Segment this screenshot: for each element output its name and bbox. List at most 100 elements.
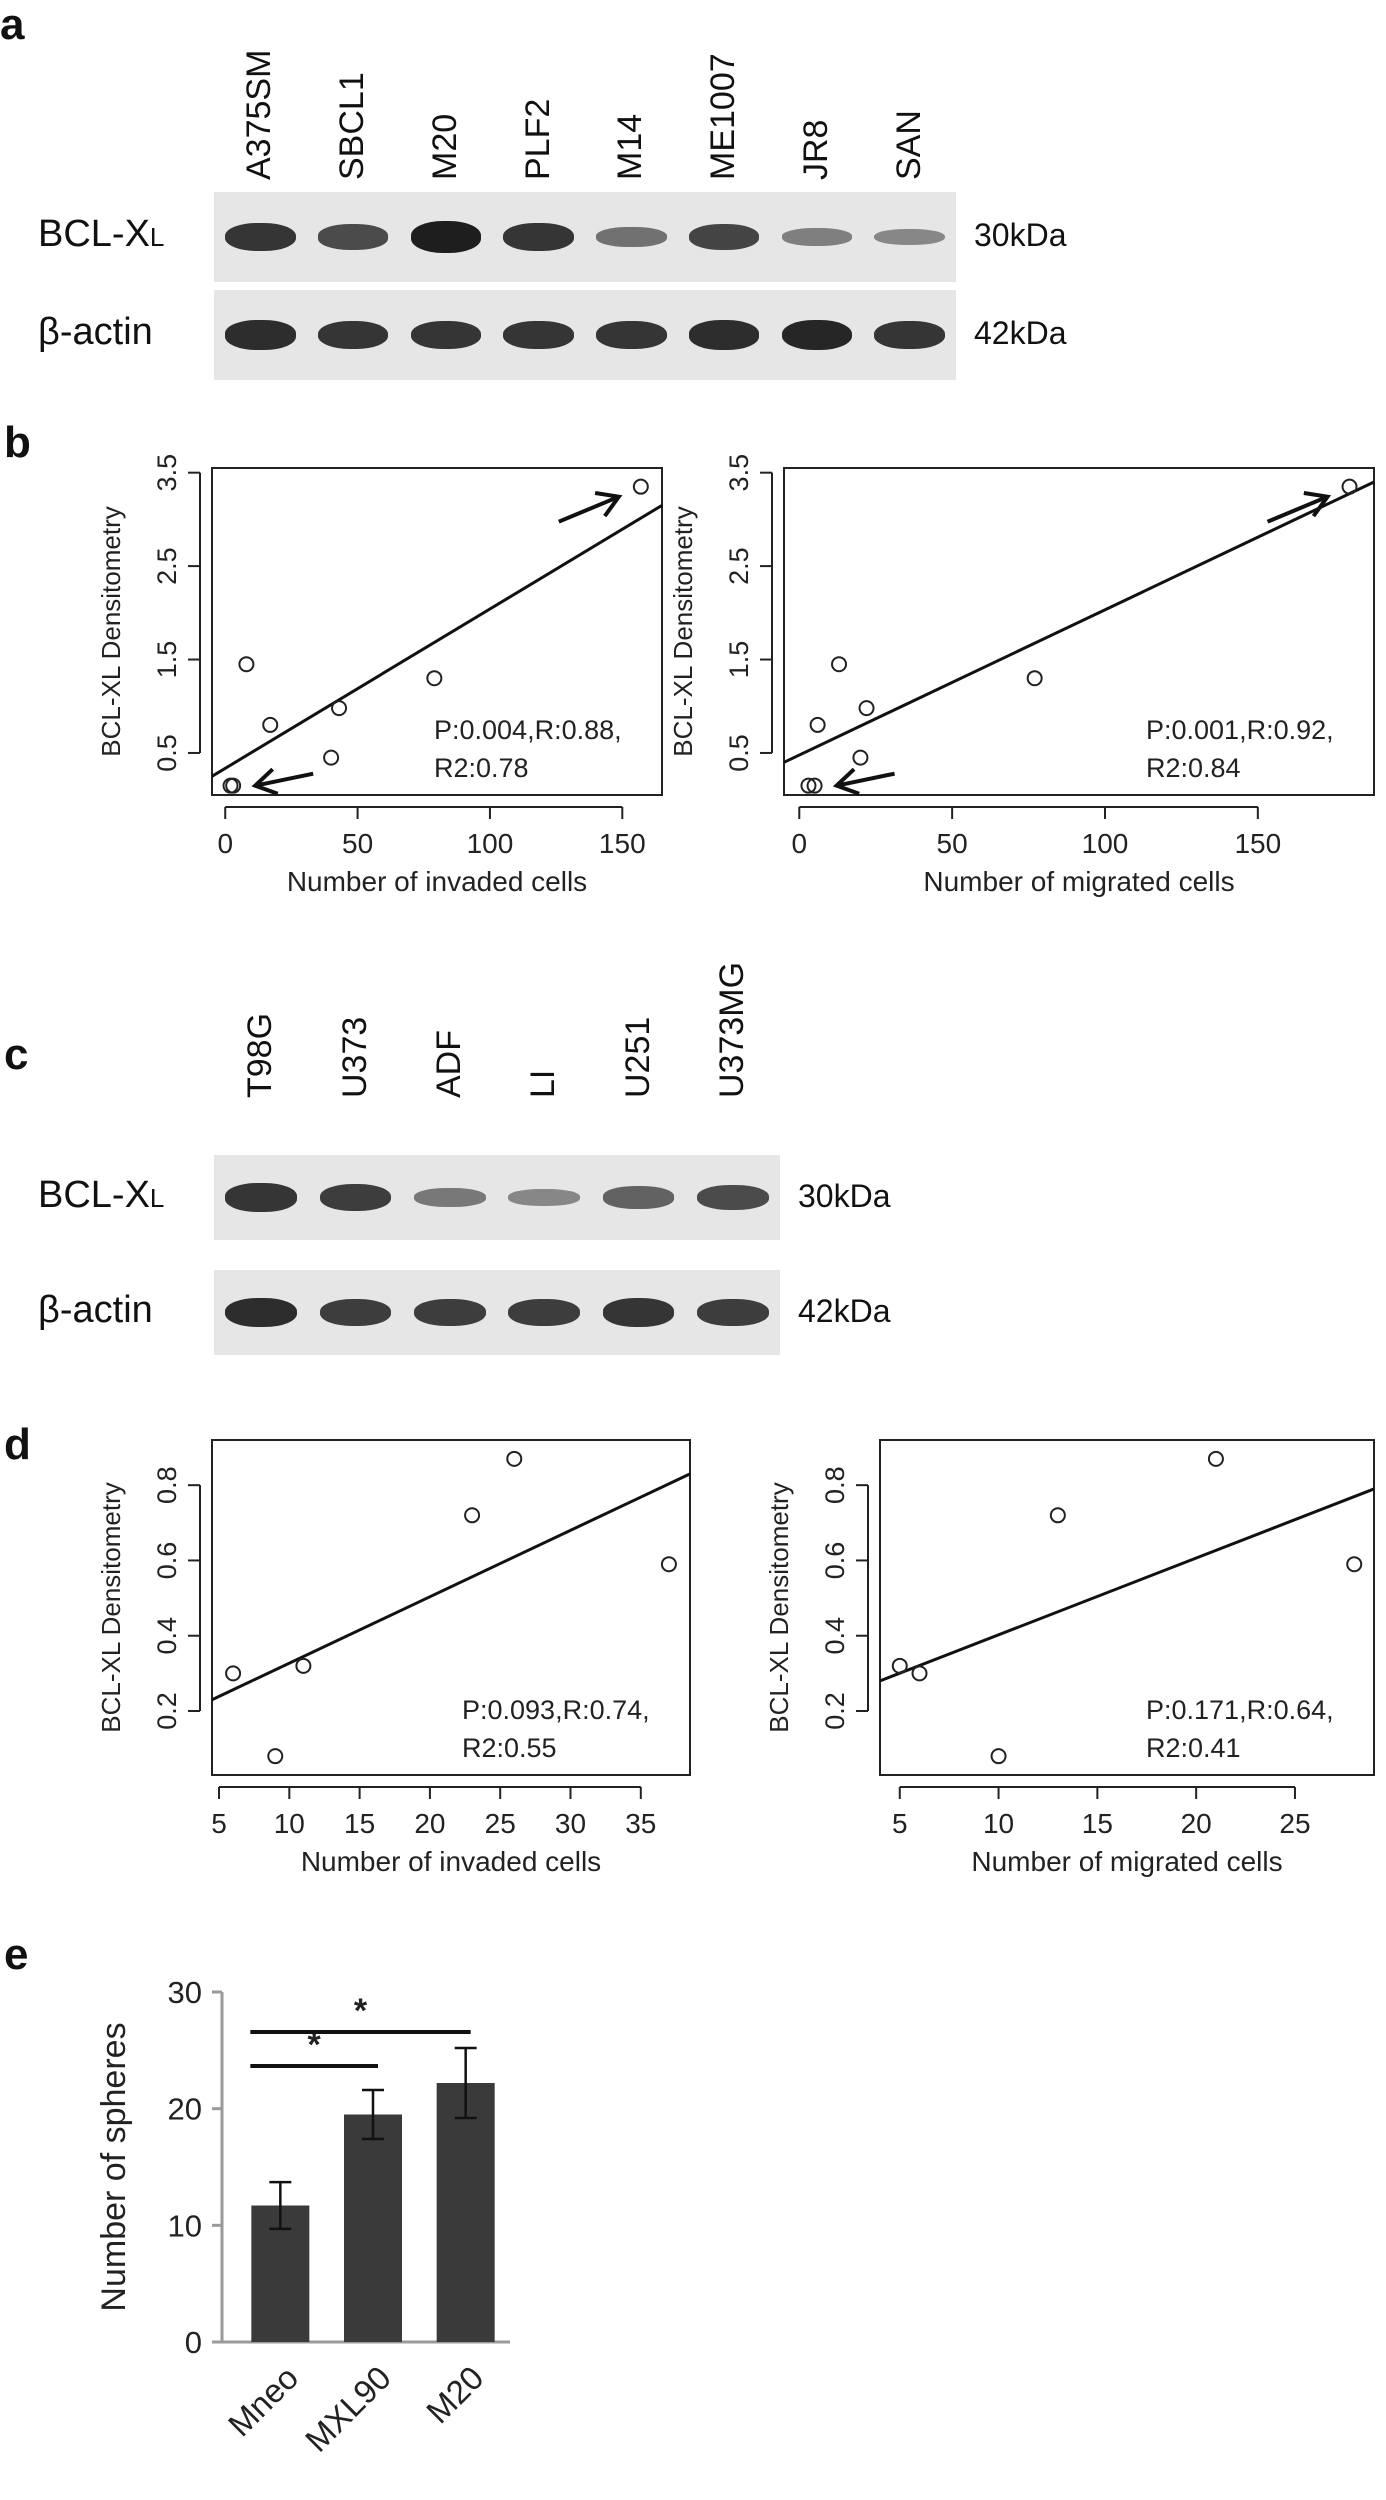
band xyxy=(781,319,853,351)
data-point xyxy=(660,1556,677,1573)
plot-frame xyxy=(211,467,663,796)
y-axis-label: BCL-XL Densitometry xyxy=(764,1482,794,1732)
y-tick-label: 1.5 xyxy=(724,641,754,679)
blot-strip-row-1 xyxy=(214,1270,780,1355)
row-label: BCL-XL xyxy=(38,1174,164,1217)
data-point xyxy=(990,1748,1007,1765)
band xyxy=(413,1188,486,1207)
panel-letter-b: b xyxy=(4,418,31,467)
regression-line xyxy=(879,1487,1375,1683)
stats-annotation: P:0.004,R:0.88, xyxy=(434,715,622,745)
data-point xyxy=(911,1665,928,1682)
kda-label: 42kDa xyxy=(798,1292,891,1329)
data-point xyxy=(1049,1507,1066,1524)
data-point xyxy=(331,700,348,717)
band xyxy=(508,1189,580,1206)
data-point xyxy=(852,749,869,766)
panel-letter-c: c xyxy=(4,1030,29,1079)
row-label-sub: L xyxy=(149,222,165,252)
band xyxy=(503,320,574,350)
data-point xyxy=(267,1748,284,1765)
y-tick-label: 10 xyxy=(168,2208,202,2243)
arrow-head xyxy=(251,767,279,796)
y-tick-label: 0.4 xyxy=(152,1617,182,1655)
stats-annotation: P:0.001,R:0.92, xyxy=(1146,715,1334,745)
regression-line xyxy=(783,480,1375,764)
band xyxy=(696,1298,769,1327)
plot-frame xyxy=(879,1439,1375,1776)
data-point xyxy=(1341,478,1358,495)
y-tick-label: 0.8 xyxy=(152,1466,182,1504)
y-axis-label: BCL-XL Densitometry xyxy=(668,506,698,756)
band xyxy=(319,1183,392,1212)
panel-letter-d: d xyxy=(4,1420,31,1469)
kda-label: 42kDa xyxy=(974,315,1067,351)
band xyxy=(225,222,296,252)
data-point xyxy=(464,1507,481,1524)
data-point xyxy=(323,749,340,766)
x-axis-label: Number of invaded cells xyxy=(301,1846,601,1877)
band xyxy=(317,320,389,350)
arrow-shaft xyxy=(558,494,620,524)
data-point xyxy=(295,1657,312,1674)
y-tick-label: 0.2 xyxy=(152,1692,182,1730)
row-label-sub: L xyxy=(149,1182,165,1213)
y-tick-label: 0.5 xyxy=(152,734,182,772)
band xyxy=(319,1298,392,1327)
band xyxy=(413,1298,486,1327)
y-tick-label: 0 xyxy=(185,2325,202,2360)
data-point xyxy=(225,1665,242,1682)
band xyxy=(225,320,296,350)
bar-m20 xyxy=(436,2083,495,2342)
band xyxy=(317,224,389,250)
y-axis-label: Number of spheres xyxy=(95,2022,133,2311)
x-tick-label: 5 xyxy=(211,1808,227,1839)
band xyxy=(602,1186,675,1209)
bar-mxl90 xyxy=(344,2114,402,2342)
x-tick-label: 30 xyxy=(555,1808,586,1839)
blot-strip-row-0 xyxy=(214,1155,780,1240)
band xyxy=(410,221,482,253)
plot-frame xyxy=(211,1439,691,1776)
data-point xyxy=(891,1657,908,1674)
row-label: β-actin xyxy=(38,311,153,354)
panel-letter-a: a xyxy=(0,0,25,49)
data-point xyxy=(225,777,242,794)
data-point xyxy=(831,656,848,673)
stats-annotation: R2:0.84 xyxy=(1146,753,1241,783)
y-tick-label: 0.5 xyxy=(724,734,754,772)
band xyxy=(874,228,945,246)
y-tick-label: 20 xyxy=(168,2092,202,2127)
x-axis-label: Number of invaded cells xyxy=(287,866,587,897)
regression-line xyxy=(211,504,663,778)
x-axis-label: Number of migrated cells xyxy=(923,866,1234,897)
row-label-main: β-actin xyxy=(38,1288,153,1331)
arrow-head xyxy=(594,490,623,518)
stats-annotation: R2:0.55 xyxy=(462,1733,557,1763)
data-point xyxy=(1346,1556,1363,1573)
category-label: Mneo xyxy=(221,2359,306,2444)
x-tick-label: 50 xyxy=(937,828,968,859)
y-tick-label: 0.6 xyxy=(820,1542,850,1580)
arrow-head xyxy=(1303,490,1332,518)
stats-annotation: P:0.093,R:0.74, xyxy=(462,1695,650,1725)
band xyxy=(874,320,945,350)
y-tick-label: 0.8 xyxy=(820,1466,850,1504)
x-tick-label: 150 xyxy=(1234,828,1281,859)
x-tick-label: 25 xyxy=(1279,1808,1310,1839)
kda-label: 30kDa xyxy=(974,217,1067,253)
plot-frame xyxy=(783,467,1375,796)
stats-annotation: R2:0.41 xyxy=(1146,1733,1241,1763)
y-tick-label: 2.5 xyxy=(724,547,754,585)
x-tick-label: 10 xyxy=(983,1808,1014,1839)
band xyxy=(688,223,760,251)
y-tick-label: 30 xyxy=(168,1975,202,2010)
band xyxy=(602,1298,675,1327)
band xyxy=(225,1297,297,1328)
arrow-head xyxy=(832,767,860,796)
x-tick-label: 50 xyxy=(342,828,373,859)
row-label-main: BCL-X xyxy=(38,213,150,255)
band xyxy=(596,227,667,247)
row-label-main: BCL-X xyxy=(38,1173,150,1216)
